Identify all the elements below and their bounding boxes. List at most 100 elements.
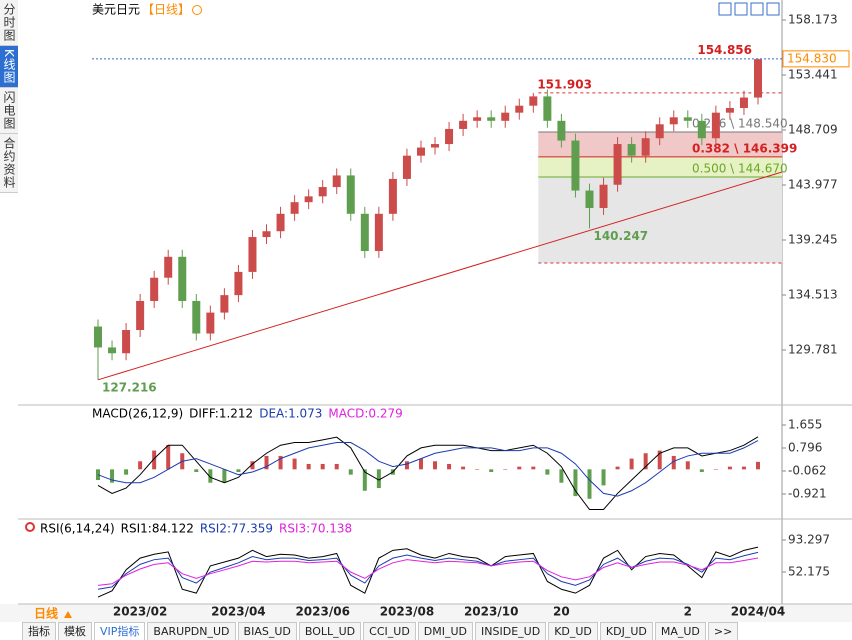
macd-bar <box>727 466 732 470</box>
indicator-tab[interactable]: BOLL_UD <box>298 622 362 640</box>
candle-body <box>220 295 229 313</box>
indicator-tab[interactable]: MA_UD <box>654 622 706 640</box>
indicator-tab[interactable]: CCI_UD <box>363 622 416 640</box>
macd-bar <box>629 458 634 470</box>
macd-bar <box>573 469 578 497</box>
candle-body <box>136 300 145 331</box>
panel-readout: RSI1:84.122 <box>121 522 194 536</box>
icon[interactable] <box>766 2 780 16</box>
indicator-tab[interactable]: >> <box>707 622 739 640</box>
chart-title: 美元日元 <box>92 3 140 17</box>
side-tab[interactable]: K线图 <box>0 46 18 88</box>
candle-body <box>711 112 720 139</box>
icon[interactable] <box>718 2 732 16</box>
icon[interactable] <box>750 2 764 16</box>
x-tick-label: 20 <box>553 605 570 619</box>
macd-bar <box>517 466 522 470</box>
fib-level-label: 0.236 \ 148.540 <box>692 116 788 130</box>
candle-body <box>445 128 454 145</box>
y-tick-label: 1.655 <box>788 418 822 432</box>
x-tick-label: 2023/06 <box>295 605 349 619</box>
macd-bar <box>475 469 480 470</box>
side-tab[interactable]: 分时图 <box>0 0 18 46</box>
x-tick-label: 2023/10 <box>464 605 518 619</box>
indicator-tab[interactable]: 模板 <box>58 622 92 640</box>
candle-body <box>150 277 159 301</box>
candle-body <box>108 347 117 354</box>
panel-readout: RSI2:77.359 <box>200 522 273 536</box>
trendline <box>97 171 783 381</box>
candle-body <box>683 117 692 121</box>
indicator-tab[interactable]: INSIDE_UD <box>475 622 547 640</box>
period-arrow[interactable] <box>64 611 72 618</box>
fib-band <box>538 156 782 177</box>
indicator-tab[interactable]: 指标 <box>22 622 56 640</box>
y-tick-label: 93.297 <box>788 533 830 547</box>
add-icon[interactable] <box>192 5 203 15</box>
macd-bar <box>236 469 241 472</box>
candle-body <box>669 117 678 125</box>
indicator-tab[interactable]: BIAS_UD <box>237 622 297 640</box>
series-line <box>97 436 759 510</box>
period-label[interactable]: 日线 <box>34 606 58 621</box>
side-tab[interactable]: 合约资料 <box>0 133 18 193</box>
candle-body <box>473 117 482 121</box>
indicator-tab[interactable]: KDJ_UD <box>599 622 653 640</box>
indicator-tabs: 指标 模板 VIP指标 BARUPDN_UD BIAS_UD BOLL_UD CCI_UD D… <box>22 622 740 640</box>
macd-bar <box>348 469 353 475</box>
candle-body <box>304 196 313 203</box>
macd-bar <box>278 455 283 470</box>
candle-body <box>754 59 762 98</box>
indicator-tab[interactable]: BARUPDN_UD <box>147 622 236 640</box>
candle-body <box>122 330 131 354</box>
macd-bar <box>110 469 115 483</box>
last-price-label: 154.830 <box>787 51 837 65</box>
candle-body <box>585 190 594 208</box>
macd-bar <box>461 466 466 470</box>
candle-body <box>641 138 650 156</box>
candle-body <box>248 237 257 272</box>
candle-body <box>234 271 243 296</box>
macd-bar <box>320 463 325 470</box>
candle-body <box>543 96 552 121</box>
candle-body <box>346 175 355 214</box>
side-tab[interactable]: 闪电图 <box>0 87 18 134</box>
series-line <box>97 557 759 586</box>
macd-bar <box>138 461 143 470</box>
fib-level-label: 0.500 \ 144.670 <box>692 161 788 175</box>
macd-bar <box>376 469 381 489</box>
price-label: 151.903 <box>537 77 592 91</box>
candle-body <box>571 140 580 191</box>
candle-body <box>318 187 327 197</box>
macd-bar <box>713 469 718 470</box>
candle-body <box>487 117 496 121</box>
candle-body <box>388 178 397 214</box>
candle-body <box>290 202 299 214</box>
candle-body <box>206 312 215 334</box>
indicator-tab[interactable]: KD_UD <box>548 622 598 640</box>
side-tabs: 分时图 K线图 闪电图 合约资料 <box>0 0 18 193</box>
macd-bar <box>531 466 536 470</box>
y-tick-label: 129.781 <box>788 343 838 357</box>
macd-bar <box>250 461 255 470</box>
indicator-tab[interactable]: DMI_UD <box>417 622 474 640</box>
panel-readout: DIFF:1.212 <box>189 407 253 421</box>
macd-bar <box>404 461 409 470</box>
panel-title: RSI(6,14,24) <box>40 522 115 536</box>
icon[interactable] <box>734 2 748 16</box>
y-tick-label: 139.245 <box>788 233 838 247</box>
indicator-tab[interactable]: VIP指标 <box>94 622 146 640</box>
candle-body <box>431 144 440 148</box>
candle-body <box>416 147 425 156</box>
series-line <box>97 440 759 497</box>
macd-bar <box>559 469 564 483</box>
y-tick-label: 153.441 <box>788 68 838 82</box>
macd-bar <box>643 453 648 470</box>
candle-body <box>501 112 510 121</box>
macd-bar <box>222 469 227 483</box>
x-axis-band <box>0 604 852 622</box>
settings-icon[interactable] <box>25 522 35 532</box>
macd-bar <box>741 466 746 470</box>
last-price-box <box>782 50 850 68</box>
